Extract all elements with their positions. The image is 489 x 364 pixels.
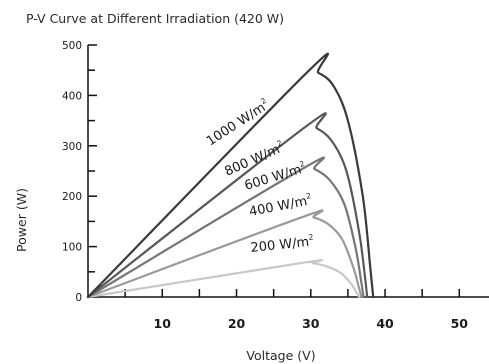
y-tick-label: 400 xyxy=(62,90,82,102)
series-line xyxy=(86,209,363,299)
x-tick-label: 30 xyxy=(302,316,320,331)
axes: 0 100 200 300 400 500 10 20 30 40 50 xyxy=(62,40,489,331)
series-line xyxy=(86,156,365,299)
series-label: 200 W/m2 xyxy=(250,232,315,256)
y-tick-label: 500 xyxy=(62,40,82,52)
y-tick-label: 300 xyxy=(62,141,82,153)
series-line xyxy=(86,259,361,299)
x-axis-label: Voltage (V) xyxy=(246,348,315,363)
y-axis-label: Power (W) xyxy=(14,188,29,252)
series-line xyxy=(86,112,369,299)
series-line xyxy=(86,52,375,299)
x-tick-label: 20 xyxy=(228,316,246,331)
y-tick-label: 200 xyxy=(62,191,82,203)
chart-title: P-V Curve at Different Irradiation (420 … xyxy=(26,11,284,26)
x-tick-label: 10 xyxy=(154,316,172,331)
y-tick-label: 100 xyxy=(62,242,82,254)
x-tick-label: 50 xyxy=(451,316,469,331)
curves xyxy=(86,52,375,299)
x-tick-label: 40 xyxy=(376,316,394,331)
y-tick-label: 0 xyxy=(75,292,82,304)
